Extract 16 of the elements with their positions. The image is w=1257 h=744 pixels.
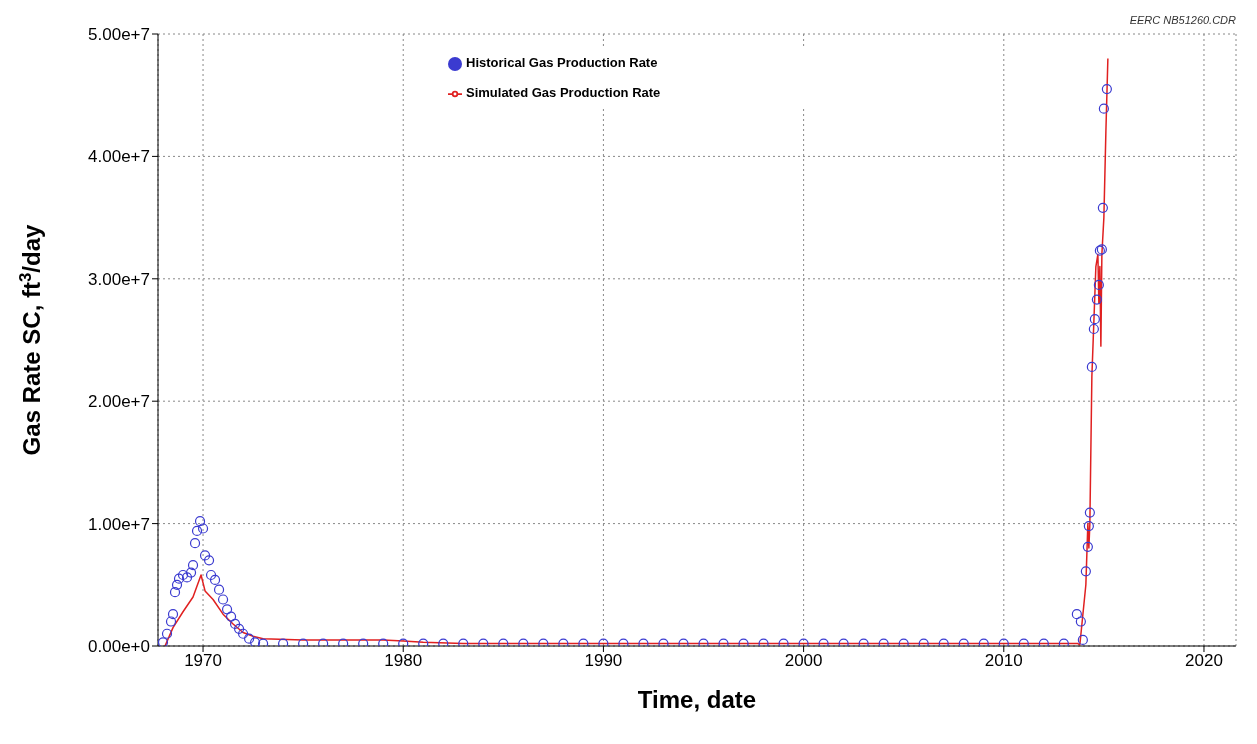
x-tick-label: 1970 xyxy=(184,651,222,671)
y-tick-label: 1.00e+7 xyxy=(88,514,150,534)
x-axis-title: Time, date xyxy=(637,686,757,713)
x-tick-label: 2000 xyxy=(784,651,823,671)
y-tick-label: 5.00e+7 xyxy=(88,25,150,45)
text: EERC NB51260.CDR xyxy=(1129,14,1236,26)
x-tick-label: 2020 xyxy=(1185,651,1223,671)
y-tick-label: 3.00e+7 xyxy=(88,269,150,289)
x-tick-label: 2010 xyxy=(984,651,1023,671)
y-tick-label: 2.00e+7 xyxy=(88,392,150,412)
legend-label: Simulated Gas Production Rate xyxy=(466,85,661,100)
y-tick-label: 0.00e+0 xyxy=(88,637,150,657)
x-tick-label: 1980 xyxy=(384,651,423,671)
y-tick-label: 4.00e+7 xyxy=(88,147,150,167)
legend-label: Historical Gas Production Rate xyxy=(466,55,658,70)
x-tick-label: 1990 xyxy=(584,651,623,671)
